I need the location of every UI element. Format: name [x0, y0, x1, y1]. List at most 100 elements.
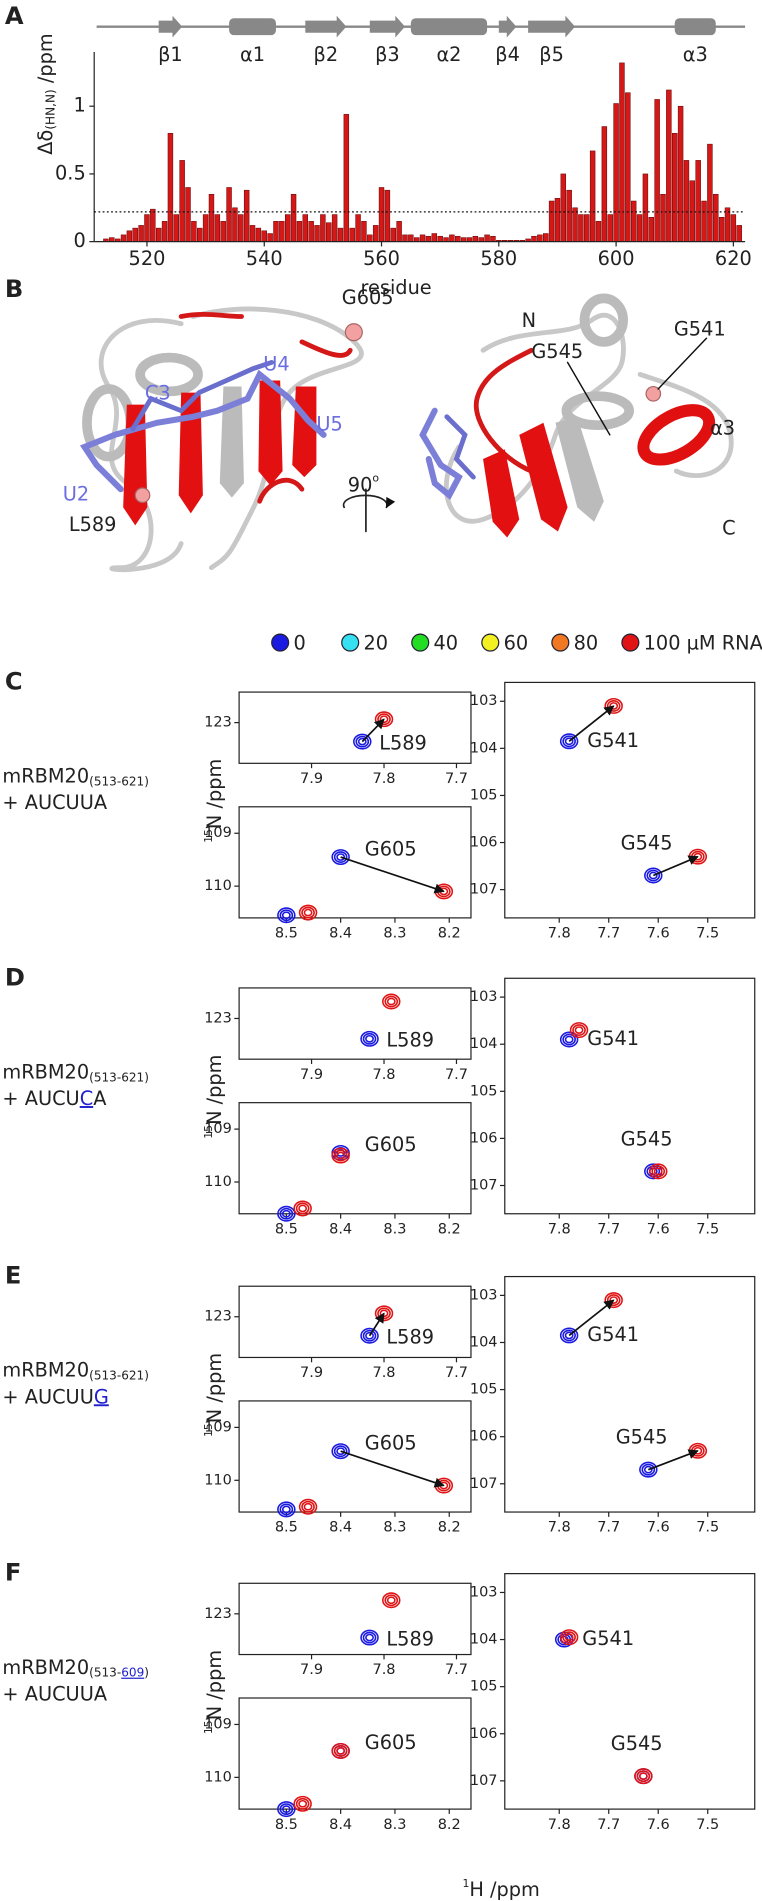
bar	[249, 225, 256, 242]
peak-label: L589	[386, 1326, 434, 1349]
bar	[372, 225, 379, 242]
bar	[179, 160, 185, 242]
sample-protein: mRBM20(513-621)	[2, 764, 149, 788]
y-tick-label: 110	[204, 1174, 232, 1190]
bar	[384, 189, 391, 242]
peak-contour	[562, 735, 576, 748]
protein-range: 609	[121, 1665, 144, 1679]
bar	[630, 200, 637, 242]
shift-arrow	[652, 855, 699, 877]
rotation-value: 90	[348, 473, 373, 496]
structure-left	[79, 306, 396, 573]
x-label-text: H /ppm	[469, 1878, 540, 1901]
y-axis-label: 15N /ppm	[202, 759, 226, 843]
legend-label: 40	[434, 631, 459, 654]
peak-contour	[331, 1742, 350, 1759]
peak-contour	[636, 1770, 651, 1783]
x-tick-label: 7.5	[696, 1817, 719, 1833]
bar	[672, 133, 678, 242]
y-tick-label: 105	[470, 1679, 498, 1695]
peak-contour	[303, 1502, 313, 1511]
x-tick-label: 8.3	[383, 926, 406, 942]
legend-swatch	[621, 633, 640, 652]
protein-name: mRBM20	[2, 1655, 89, 1678]
ss-label: β2	[314, 43, 339, 66]
peak-label: G545	[621, 832, 673, 855]
peak-contour	[277, 907, 296, 924]
bar	[472, 235, 479, 242]
bar	[202, 214, 209, 242]
bar	[284, 214, 291, 242]
structure-label: L589	[69, 513, 117, 536]
bar	[572, 207, 578, 242]
peak-contour	[336, 1747, 346, 1755]
bar	[601, 126, 608, 242]
peak-contour	[298, 1204, 308, 1213]
bar	[167, 133, 174, 242]
x-tick-label: 8.4	[329, 1520, 352, 1536]
bar	[120, 234, 127, 242]
x-tick-label: 7.8	[548, 1221, 571, 1237]
bar	[414, 237, 420, 242]
y-tick-label: 105	[470, 1083, 498, 1099]
peak-contour	[336, 853, 346, 861]
x-axis-label: 1H /ppm	[462, 1877, 539, 1901]
panel-label: A	[5, 2, 24, 30]
y-label-text: N /ppm	[202, 1650, 225, 1720]
peak-contour	[562, 1329, 576, 1342]
rotation-label: 90o	[348, 471, 380, 496]
peak-contour	[382, 993, 401, 1010]
peak-contour	[331, 1443, 350, 1460]
y-tick-label: 106	[470, 1726, 498, 1742]
bar	[232, 207, 238, 242]
helix	[229, 18, 276, 36]
peak-contour	[360, 1629, 379, 1646]
bar	[689, 180, 696, 242]
peak-contour	[644, 867, 663, 884]
bar	[390, 227, 396, 242]
x-tick-label: 7.7	[597, 1520, 620, 1536]
bar	[578, 214, 584, 242]
y-tick-label: 106	[470, 835, 498, 851]
bar	[132, 227, 138, 242]
x-tick-label: 7.8	[372, 1067, 395, 1083]
peak-contour	[648, 1163, 668, 1180]
peak-contour	[362, 1329, 377, 1342]
bar	[707, 143, 713, 242]
x-tick-label: 520	[129, 247, 166, 270]
bar	[548, 200, 555, 242]
x-tick-label: 7.5	[696, 1520, 719, 1536]
bar	[185, 187, 191, 242]
spectrum-frame	[238, 806, 472, 919]
bar	[701, 200, 707, 242]
bar	[343, 114, 350, 242]
rna-seq: A	[93, 1087, 107, 1110]
bar	[419, 234, 426, 242]
protein-range: )	[144, 1665, 149, 1679]
y-label-sup: 15	[202, 829, 215, 843]
peak-label: G605	[365, 837, 417, 860]
spectrum-frame	[238, 691, 472, 764]
sample-rna: + AUCUUA	[2, 791, 107, 814]
panel-label: C	[5, 667, 23, 695]
ss-label: α2	[436, 43, 461, 66]
structure-label: U2	[63, 483, 89, 506]
peak-contour	[360, 1030, 379, 1047]
y-tick-label: 103	[470, 989, 498, 1005]
y-tick-label: 123	[204, 1010, 232, 1026]
bar	[337, 227, 344, 242]
bar	[730, 214, 737, 242]
shift-arrow	[568, 1299, 615, 1337]
peak-contour	[564, 1035, 574, 1044]
peak-contour	[639, 1461, 658, 1478]
x-axis-label: residue	[360, 276, 431, 299]
y-tick-label: 107	[470, 1178, 498, 1194]
bar	[267, 233, 273, 242]
x-label-sup: 1	[462, 1877, 469, 1890]
x-tick-label: 7.6	[647, 926, 670, 942]
protein-name: mRBM20	[2, 1060, 89, 1083]
peak-contour	[562, 1033, 576, 1046]
peak-contour	[281, 1805, 291, 1813]
protein-range: (513-621)	[89, 1368, 149, 1382]
